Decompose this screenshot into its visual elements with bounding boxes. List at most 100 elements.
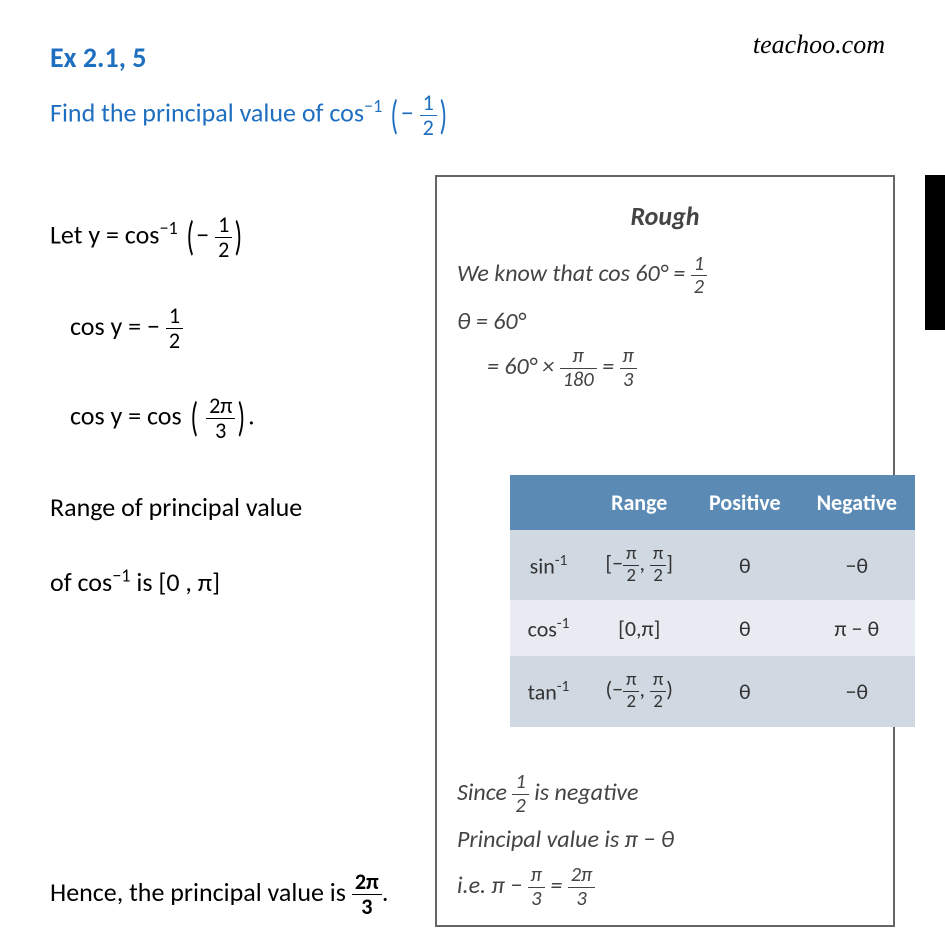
text: Let y = cos xyxy=(50,219,159,251)
table-header-cell xyxy=(510,475,588,530)
frac-den: 2 xyxy=(512,795,528,817)
table-cell-range: (−π2, π2) xyxy=(587,656,691,726)
exercise-heading: Ex 2.1, 5 xyxy=(50,40,146,75)
table-cell-positive: θ xyxy=(691,600,799,656)
fraction: π 3 xyxy=(528,864,545,910)
conclusion-fraction: 2π 3 xyxy=(352,870,382,920)
fraction: 1 2 xyxy=(691,253,707,299)
rough-line-3: = 60° × π 180 = π 3 xyxy=(457,344,873,391)
table-row: tan-1(−π2, π2)θ−θ xyxy=(510,656,915,726)
text: is [0 , π] xyxy=(130,566,220,598)
conclusion: Hence, the principal value is 2π 3 . xyxy=(50,870,388,920)
text: cos y = cos xyxy=(70,400,188,432)
brand-text: teachoo.com xyxy=(753,30,885,59)
problem-sup: −1 xyxy=(364,95,382,117)
text: of cos xyxy=(50,566,112,598)
fraction: π 3 xyxy=(620,345,637,391)
fraction: 2π 3 xyxy=(206,394,235,444)
frac-num: π xyxy=(620,345,637,368)
rparen-icon: ) xyxy=(238,381,246,456)
frac-num: π xyxy=(560,345,597,368)
rough-bottom-2: Principal value is π − θ xyxy=(457,817,873,863)
frac-den: 3 xyxy=(206,419,235,443)
table-cell-range: [0,π] xyxy=(587,600,691,656)
frac-den: 3 xyxy=(352,895,382,919)
problem-statement: Find the principal value of cos−1 (− 1 2… xyxy=(50,90,449,141)
solution-work: Let y = cos−1 (− 1 2 ) cos y = − 1 2 cos… xyxy=(50,200,470,634)
work-line-5: of cos−1 is [0 , π] xyxy=(50,559,470,606)
fraction: 2π 3 xyxy=(568,864,596,910)
problem-fraction: 1 2 xyxy=(420,91,437,141)
rough-title: Rough xyxy=(457,192,873,241)
text: Since xyxy=(457,778,512,807)
sup: −1 xyxy=(112,564,130,586)
problem-prefix: Find the principal value of cos xyxy=(50,97,364,129)
rough-work-box-bottom: Since 1 2 is negative Principal value is… xyxy=(435,760,895,927)
frac-num: 1 xyxy=(420,91,437,116)
frac-num: 1 xyxy=(512,771,528,794)
rough-line-2: θ = 60° xyxy=(457,299,873,345)
fraction: π 180 xyxy=(560,345,597,391)
text: cos y = − xyxy=(70,310,160,342)
side-black-bar xyxy=(925,175,945,330)
frac-num: 2π xyxy=(352,870,382,895)
table-cell-negative: −θ xyxy=(799,530,915,600)
table-cell-positive: θ xyxy=(691,656,799,726)
fraction: 1 2 xyxy=(215,213,232,263)
frac-den: 2 xyxy=(215,238,232,262)
table-header-cell: Range xyxy=(587,475,691,530)
rough-line-1: We know that cos 60° = 1 2 xyxy=(457,251,873,298)
table-header-row: RangePositiveNegative xyxy=(510,475,915,530)
table-cell-fn: sin-1 xyxy=(510,530,588,600)
sup: −1 xyxy=(159,217,177,239)
lparen-icon: ( xyxy=(391,90,399,141)
work-line-2: cos y = − 1 2 xyxy=(50,303,470,354)
text: . xyxy=(382,876,389,908)
rough-bottom-1: Since 1 2 is negative xyxy=(457,770,873,817)
frac-num: 2π xyxy=(568,864,596,887)
table-row: sin-1[−π2, π2]θ−θ xyxy=(510,530,915,600)
frac-den: 2 xyxy=(420,116,437,140)
frac-num: π xyxy=(528,864,545,887)
frac-num: 1 xyxy=(215,213,232,238)
work-line-1: Let y = cos−1 (− 1 2 ) xyxy=(50,200,470,275)
frac-den: 3 xyxy=(568,888,596,910)
table-cell-positive: θ xyxy=(691,530,799,600)
text: Hence, the principal value is xyxy=(50,876,352,908)
rough-bottom-3: i.e. π − π 3 = 2π 3 xyxy=(457,863,873,910)
text: = 60° × xyxy=(487,352,560,381)
table-cell-negative: π − θ xyxy=(799,600,915,656)
frac-num: 2π xyxy=(206,394,235,419)
work-line-4: Range of principal value xyxy=(50,484,470,531)
table-cell-negative: −θ xyxy=(799,656,915,726)
frac-num: 1 xyxy=(691,253,707,276)
heading-text: Ex 2.1, 5 xyxy=(50,40,146,75)
frac-den: 3 xyxy=(620,369,637,391)
principal-value-table: RangePositiveNegative sin-1[−π2, π2]θ−θc… xyxy=(510,475,915,727)
brand-logo: teachoo.com xyxy=(753,30,885,60)
text: is negative xyxy=(534,778,638,807)
table-row: cos-1[0,π]θπ − θ xyxy=(510,600,915,656)
text: = xyxy=(550,871,567,900)
fraction: 1 2 xyxy=(512,771,528,817)
table-header-cell: Negative xyxy=(799,475,915,530)
frac-den: 2 xyxy=(691,276,707,298)
text: = xyxy=(602,352,619,381)
fraction: 1 2 xyxy=(166,304,183,354)
table-cell-range: [−π2, π2] xyxy=(587,530,691,600)
work-line-3: cos y = cos ( 2π 3 ). xyxy=(50,381,470,456)
lparen-icon: ( xyxy=(186,200,194,275)
table-cell-fn: cos-1 xyxy=(510,600,588,656)
rparen-icon: ) xyxy=(439,90,447,141)
table-header-cell: Positive xyxy=(691,475,799,530)
rparen-icon: ) xyxy=(235,200,243,275)
text: Range of principal value xyxy=(50,491,302,523)
frac-den: 3 xyxy=(528,888,545,910)
text: i.e. π − xyxy=(457,871,528,900)
frac-num: 1 xyxy=(166,304,183,329)
frac-den: 2 xyxy=(166,329,183,353)
frac-den: 180 xyxy=(560,369,597,391)
table-cell-fn: tan-1 xyxy=(510,656,588,726)
lparen-icon: ( xyxy=(190,381,198,456)
text: We know that cos 60° = xyxy=(457,259,691,288)
